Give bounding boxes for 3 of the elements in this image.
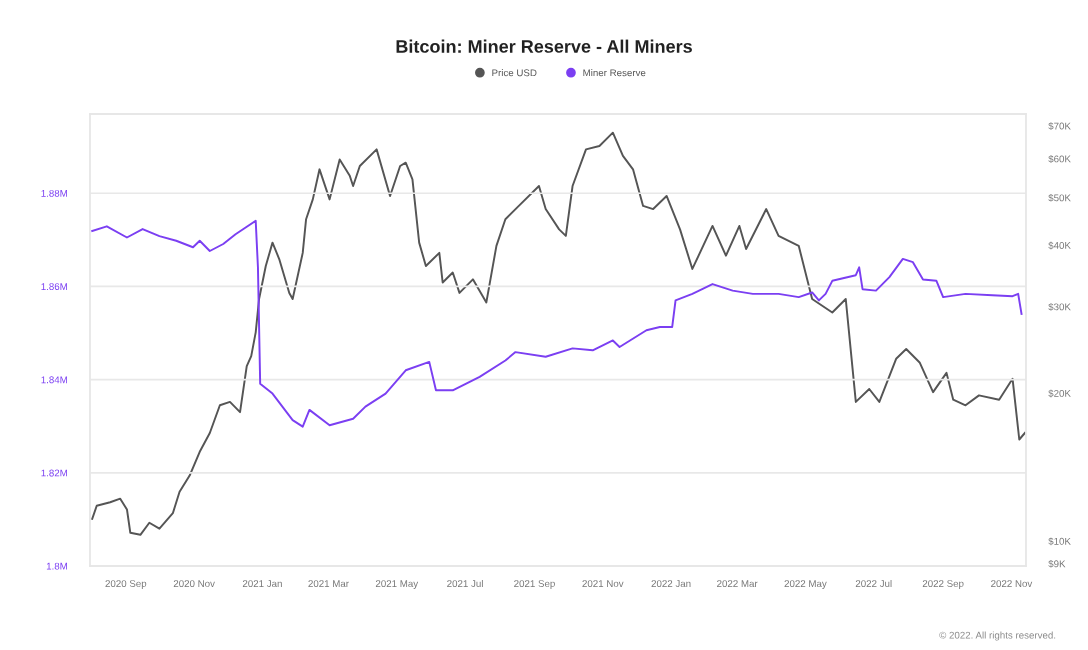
- chart-title: Bitcoin: Miner Reserve - All Miners: [396, 39, 692, 53]
- line-series: [91, 219, 1023, 428]
- line-series: [91, 131, 1026, 536]
